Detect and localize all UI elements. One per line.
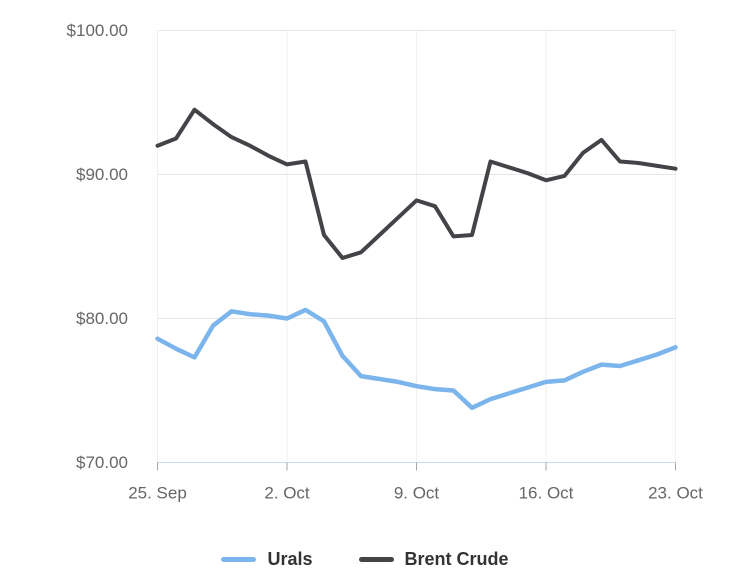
x-axis-label: 16. Oct: [519, 484, 574, 503]
brent-crude-line-swatch-icon: [358, 556, 394, 562]
series-line-urals[interactable]: [155, 307, 678, 411]
legend-label-brent-crude: Brent Crude: [404, 548, 509, 569]
legend-item-urals[interactable]: Urals: [221, 548, 313, 570]
series-line-brent-crude[interactable]: [155, 107, 678, 260]
urals-line-swatch-icon: [221, 556, 257, 562]
y-axis-label: $90.00: [76, 165, 128, 184]
x-axis-label: 23. Oct: [648, 484, 703, 503]
legend: Urals Brent Crude: [0, 525, 730, 588]
y-axis-label: $70.00: [76, 453, 128, 472]
x-axis-label: 2. Oct: [264, 484, 310, 503]
y-axis-label: $80.00: [76, 309, 128, 328]
legend-label-urals: Urals: [267, 548, 313, 569]
legend-item-brent-crude[interactable]: Brent Crude: [358, 548, 509, 570]
x-axis-label: 25. Sep: [128, 484, 187, 503]
x-axis-label: 9. Oct: [394, 484, 440, 503]
y-axis-label: $100.00: [67, 21, 128, 40]
